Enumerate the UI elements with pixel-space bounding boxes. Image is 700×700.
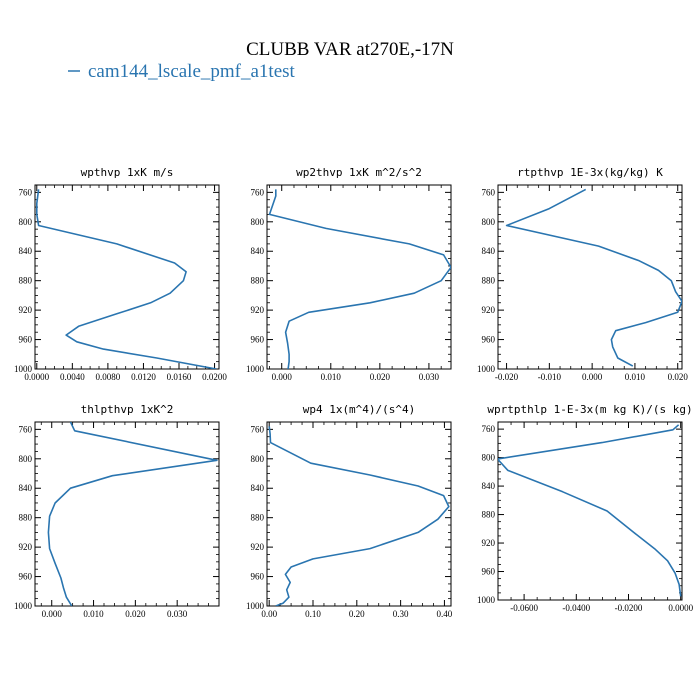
y-tick-label: 880 [251,276,265,286]
series-line [47,422,218,606]
y-tick-label: 880 [251,513,265,523]
panel-title: wprtpthlp 1-E-3x(m kg K)/(s kg) [487,403,692,416]
y-tick-label: 1000 [14,364,33,374]
y-tick-label: 880 [19,276,33,286]
plot-frame [34,184,220,370]
y-tick-label: 920 [482,538,496,548]
x-tick-label: 0.000 [272,372,293,382]
panel-title: wp2thvp 1xK m^2/s^2 [296,166,422,179]
y-tick-label: 920 [251,305,265,315]
x-tick-label: 0.030 [419,372,440,382]
panel-title: wp4 1x(m^4)/(s^4) [303,403,416,416]
y-tick-label: 840 [482,481,496,491]
panel-5: wp4 1x(m^4)/(s^4)76080084088092096010000… [246,403,453,619]
panels-group: wpthvp 1xK m/s76080084088092096010000.00… [14,166,694,619]
y-tick-label: 1000 [477,364,496,374]
x-tick-label: 0.000 [42,609,63,619]
series-line [268,426,450,606]
y-tick-label: 840 [251,483,265,493]
series-line [268,189,451,369]
y-tick-label: 840 [19,246,33,256]
panel-title: wpthvp 1xK m/s [81,166,174,179]
y-tick-label: 800 [482,217,496,227]
y-tick-label: 960 [251,572,265,582]
x-tick-label: -0.020 [495,372,519,382]
y-tick-label: 920 [251,542,265,552]
x-tick-label: -0.0200 [615,603,643,613]
y-tick-label: 760 [19,187,33,197]
x-tick-label: 0.0080 [96,372,121,382]
panel-2: wp2thvp 1xK m^2/s^2 760 800 840 880 920 960 100… [246,166,452,382]
x-tick-label: 0.010 [321,372,342,382]
y-tick-label: 920 [19,305,33,315]
y-tick-label: 880 [482,510,496,520]
x-tick-label: 0.30 [393,609,409,619]
y-tick-label: 880 [482,276,496,286]
panel-3: rtpthvp 1E-3x(kg/kg) K 760 800 840 880 920 960… [477,166,688,382]
panel-6: wprtpthlp 1-E-3x(m kg K)/(s kg) 760 800 840… [477,403,694,613]
series-line [35,189,217,369]
y-tick-label: 800 [19,454,33,464]
y-tick-label: 960 [19,335,33,345]
y-tick-label: 1000 [246,601,265,611]
y-tick-label: 840 [251,246,265,256]
panel-4: thlpthvp 1xK^2 760 800 840 880 920 960 1000 0.00… [14,403,220,619]
y-tick-label: 840 [19,483,33,493]
series-line [505,188,682,367]
x-tick-label: -0.0400 [562,603,590,613]
plot-frame [266,421,452,607]
x-tick-label: -0.010 [538,372,562,382]
y-tick-label: 800 [251,217,265,227]
y-tick-label: 760 [19,424,33,434]
y-tick-label: 760 [251,187,265,197]
y-tick-label: 1000 [246,364,265,374]
legend-entry: cam144_lscale_pmf_a1test [88,61,296,82]
y-tick-label: 960 [19,572,33,582]
x-tick-label: 0.010 [625,372,646,382]
x-tick-label: 0.020 [668,372,689,382]
x-tick-label: 0.40 [437,609,453,619]
y-tick-label: 1000 [14,601,33,611]
y-tick-label: 920 [482,305,496,315]
y-tick-label: 960 [482,567,496,577]
x-tick-label: 0.0000 [24,372,49,382]
y-tick-label: 760 [482,187,496,197]
series-line [498,424,682,597]
y-tick-label: 880 [19,513,33,523]
x-tick-label: 0.20 [349,609,365,619]
plot-frame [266,184,452,370]
x-tick-label: 0.0000 [668,603,693,613]
x-tick-label: 0.0160 [167,372,192,382]
x-tick-label: -0.0600 [510,603,538,613]
x-tick-label: 0.10 [305,609,321,619]
y-tick-label: 960 [251,335,265,345]
x-tick-label: 0.0200 [202,372,227,382]
panel-1: wpthvp 1xK m/s76080084088092096010000.00… [14,166,227,382]
y-tick-label: 960 [482,335,496,345]
plot-frame [34,421,220,607]
y-tick-label: 920 [19,542,33,552]
x-tick-label: 0.010 [83,609,104,619]
panel-title: rtpthvp 1E-3x(kg/kg) K [517,166,663,179]
x-tick-label: 0.0040 [60,372,85,382]
panel-title: thlpthvp 1xK^2 [81,403,174,416]
x-tick-label: 0.00 [261,609,277,619]
y-tick-label: 760 [251,424,265,434]
plot-frame [497,421,683,601]
y-tick-label: 1000 [477,595,496,605]
figure-title: CLUBB VAR at270E,-17N [246,39,454,60]
x-tick-label: 0.020 [370,372,391,382]
y-tick-label: 800 [19,217,33,227]
x-tick-label: 0.000 [582,372,603,382]
x-tick-label: 0.0120 [131,372,156,382]
y-tick-label: 840 [482,246,496,256]
y-tick-label: 760 [482,424,496,434]
plot-frame [497,184,683,370]
y-tick-label: 800 [251,454,265,464]
y-tick-label: 800 [482,453,496,463]
x-tick-label: 0.030 [167,609,188,619]
x-tick-label: 0.020 [125,609,146,619]
